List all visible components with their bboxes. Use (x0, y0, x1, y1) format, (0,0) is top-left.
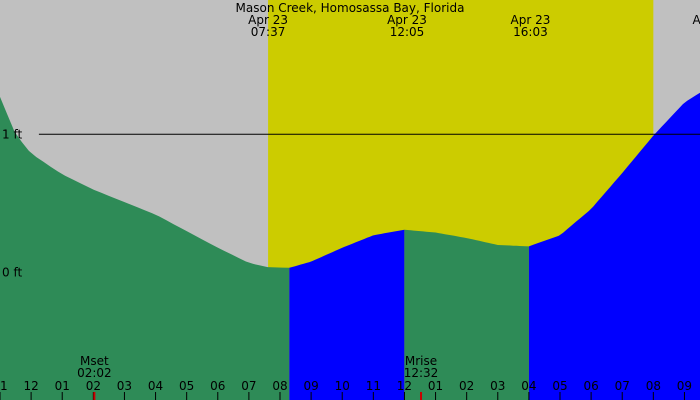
x-tick-label: 06 (583, 379, 598, 393)
moon-event-label: Mset (80, 354, 109, 368)
y-axis-labels: 0 ft 1 ft (2, 127, 22, 279)
event-date: Apr 23 (248, 13, 288, 27)
y-tick-label: 1 ft (2, 127, 22, 141)
x-tick-label: 02 (86, 379, 101, 393)
moon-event-time: 02:02 (77, 366, 112, 380)
x-tick-label: 11 (366, 379, 381, 393)
x-tick-label: 03 (117, 379, 132, 393)
event-date: Apr 23 (387, 13, 427, 27)
x-tick-label: 12 (23, 379, 38, 393)
x-tick-label: 03 (490, 379, 505, 393)
x-tick-label: 09 (677, 379, 692, 393)
x-axis-hour-ticks: 11 12 01 02 03 04 05 06 07 08 09 10 11 12 01 02 03 04 05 06… (0, 379, 692, 400)
x-tick-label: 07 (241, 379, 256, 393)
x-tick-label: 12 (397, 379, 412, 393)
rising-tide-area (528, 92, 700, 400)
rising-tide-area (289, 229, 405, 400)
chart-title: Mason Creek, Homosassa Bay, Florida (236, 1, 465, 15)
x-tick-label: 06 (210, 379, 225, 393)
event-time: 07:37 (251, 25, 286, 39)
x-tick-label: 01 (428, 379, 443, 393)
falling-tide-area (0, 96, 290, 400)
x-tick-label: 05 (552, 379, 567, 393)
x-tick-label: 08 (272, 379, 287, 393)
falling-tide-area (404, 229, 529, 400)
x-tick-label: 10 (335, 379, 350, 393)
event-time: 12:05 (390, 25, 425, 39)
x-tick-label: 04 (148, 379, 163, 393)
moon-event-time: 12:32 (404, 366, 439, 380)
x-tick-label: 02 (459, 379, 474, 393)
x-tick-label: 07 (615, 379, 630, 393)
event-date: Apr 23 (693, 13, 700, 27)
x-tick-label: 05 (179, 379, 194, 393)
x-tick-label: 04 (521, 379, 536, 393)
y-tick-label: 0 ft (2, 266, 22, 280)
event-date: Apr 23 (511, 13, 551, 27)
tide-bands (0, 92, 700, 400)
x-tick-label: 09 (303, 379, 318, 393)
x-tick-label: 01 (55, 379, 70, 393)
x-tick-label: 08 (646, 379, 661, 393)
x-tick-label: 11 (0, 379, 8, 393)
event-time: 16:03 (513, 25, 548, 39)
moon-event-label: Mrise (405, 354, 437, 368)
